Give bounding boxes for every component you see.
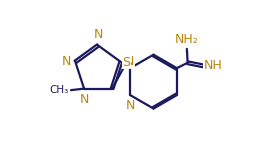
Text: CH₃: CH₃ xyxy=(49,85,69,95)
Text: N: N xyxy=(79,93,89,106)
Text: N: N xyxy=(62,55,71,68)
Text: N: N xyxy=(93,28,103,41)
Text: NH: NH xyxy=(204,59,223,72)
Text: N: N xyxy=(125,99,135,112)
Text: NH₂: NH₂ xyxy=(175,33,199,46)
Text: N: N xyxy=(125,55,135,68)
Text: S: S xyxy=(123,56,131,69)
